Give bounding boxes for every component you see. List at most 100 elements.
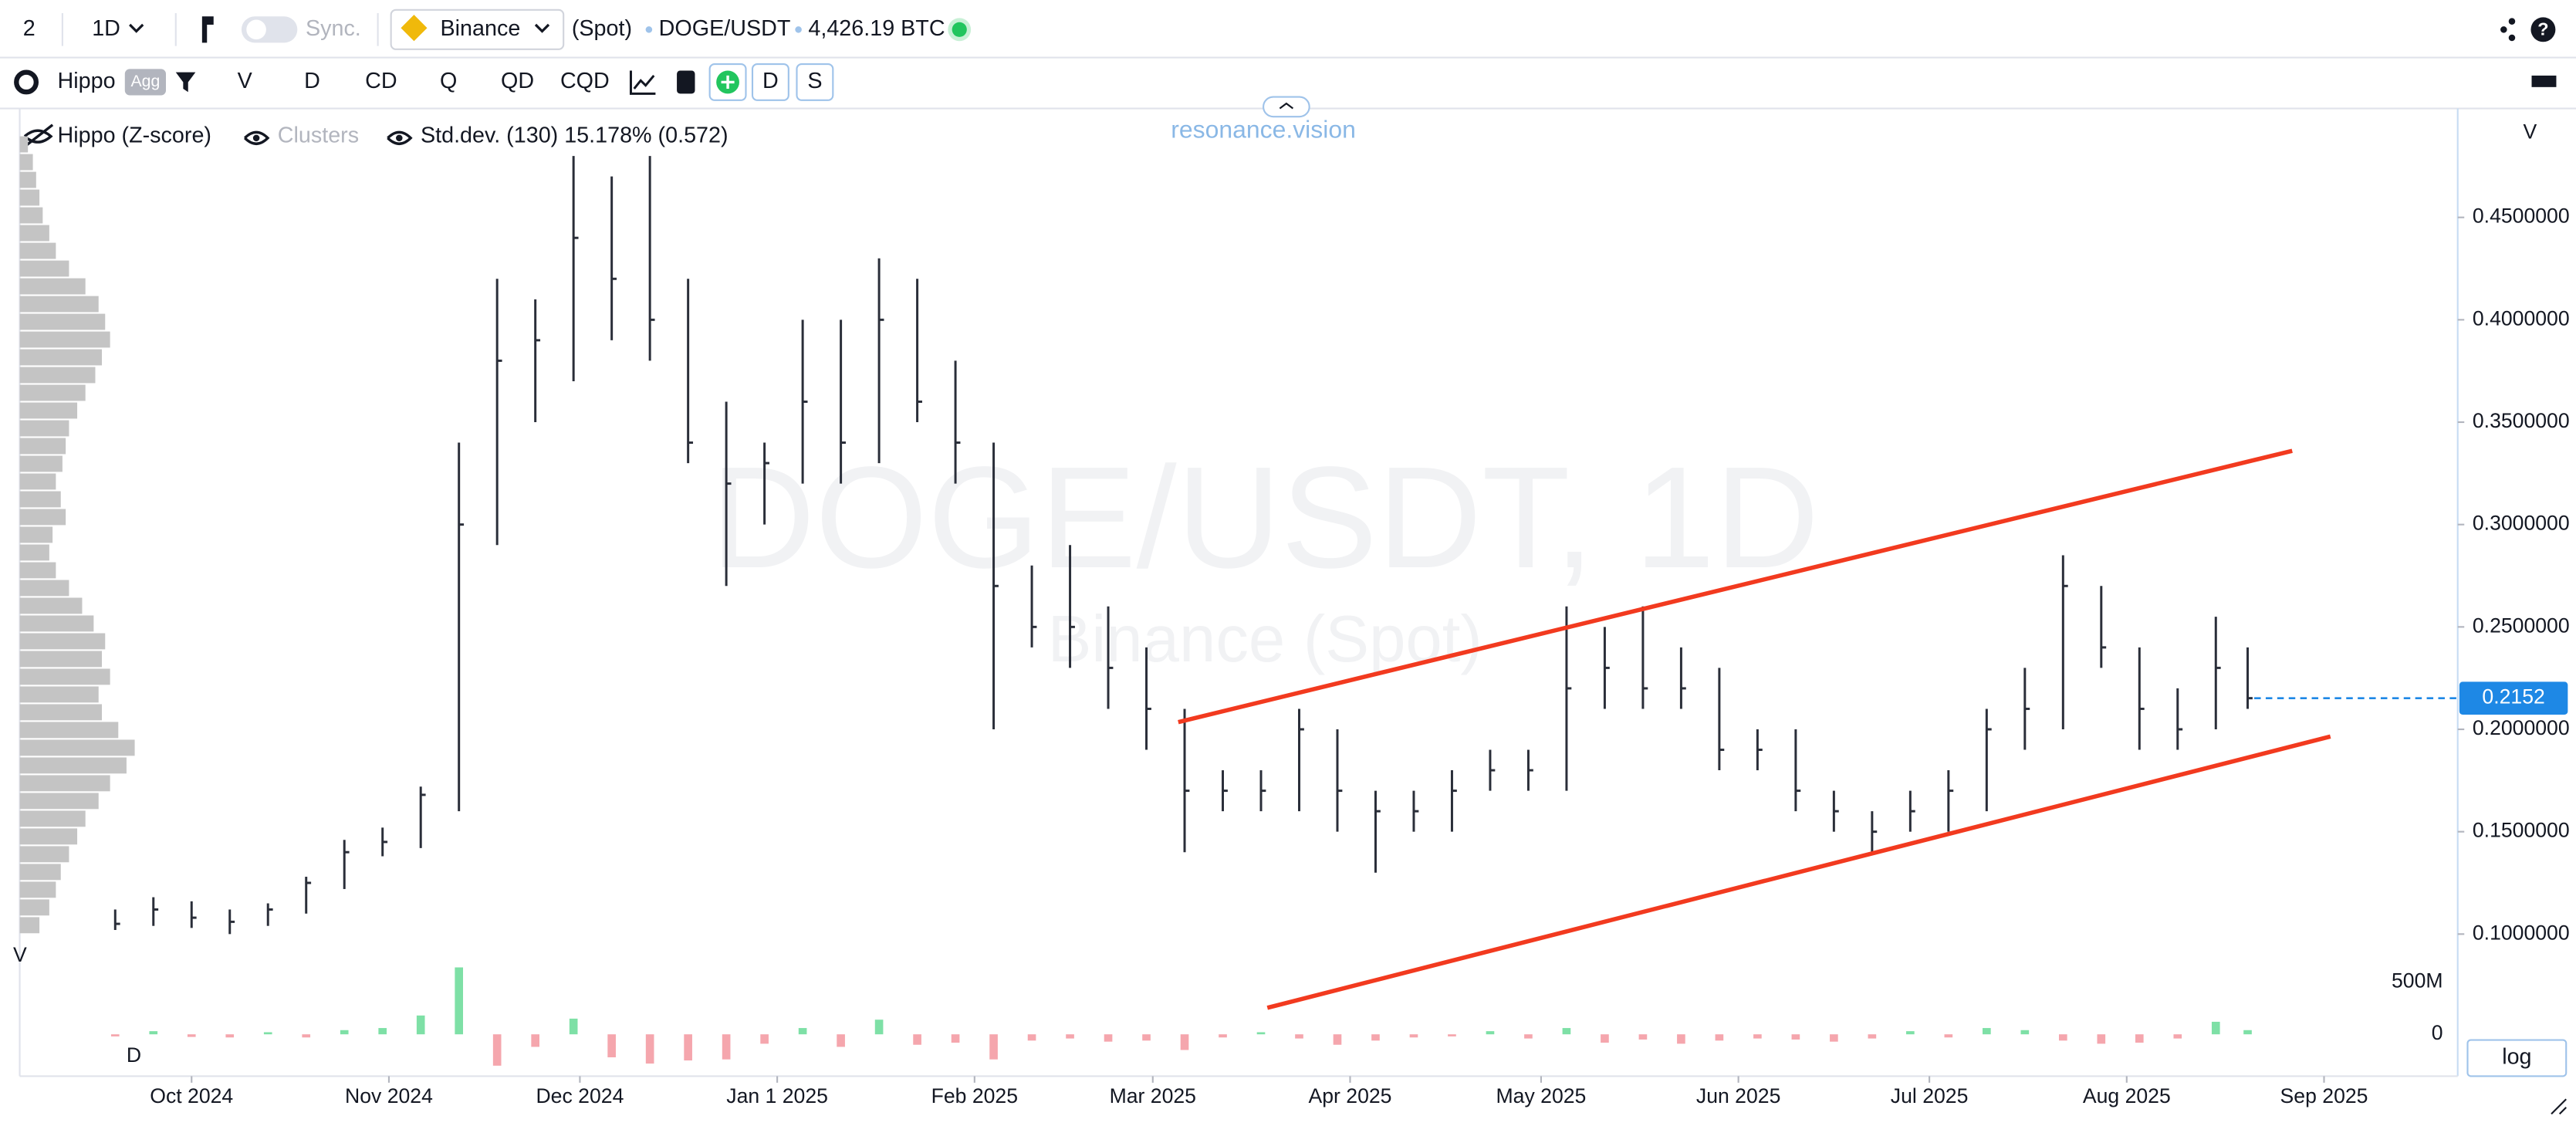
volume-bar <box>1409 1034 1418 1038</box>
profile-bar <box>19 260 69 277</box>
volume-bar <box>1791 1034 1800 1040</box>
collapse-button[interactable] <box>1263 96 1310 118</box>
resize-handle[interactable] <box>2551 1098 2567 1115</box>
y-tick-label: 0.1000000 <box>2473 921 2570 944</box>
volume-bar <box>378 1028 387 1035</box>
log-button[interactable] <box>2466 1039 2568 1077</box>
eye-icon[interactable] <box>243 130 270 145</box>
y-tick-label: 0.2000000 <box>2473 716 2570 739</box>
profile-bar <box>19 686 99 703</box>
volume-bar <box>455 967 464 1035</box>
volume-bar <box>607 1034 616 1058</box>
profile-bar <box>19 473 56 490</box>
volume-bar <box>951 1034 960 1043</box>
toolbar-button[interactable]: Q <box>440 69 457 93</box>
profile-bar <box>19 757 127 774</box>
profile-bar <box>19 775 110 792</box>
exchange-name: Binance <box>441 16 521 41</box>
dot <box>795 26 802 33</box>
profile-bar <box>19 810 86 827</box>
profile-bar <box>19 207 43 224</box>
log-label: log <box>2502 1045 2531 1070</box>
volume-bar <box>569 1018 578 1035</box>
volume-bar <box>149 1031 158 1035</box>
x-tick-label: Feb 2025 <box>931 1084 1018 1107</box>
layout-button[interactable]: 2 <box>23 16 35 41</box>
volume-bar <box>1983 1028 1991 1035</box>
status-dot <box>952 22 967 37</box>
volume-bar <box>1830 1034 1838 1042</box>
toolbar-button[interactable]: CD <box>365 69 397 93</box>
volume-bar <box>187 1034 196 1037</box>
profile-bar <box>19 242 56 259</box>
toggle-button[interactable] <box>796 63 834 101</box>
doc-icon[interactable] <box>677 70 695 94</box>
profile-bar <box>19 828 78 845</box>
volume-bar <box>989 1034 998 1060</box>
help-button[interactable] <box>2530 17 2556 42</box>
volume-bar <box>760 1034 769 1044</box>
profile-bar <box>19 367 96 384</box>
profile-bar <box>19 402 78 419</box>
y-tick-label: 0.1500000 <box>2473 819 2570 842</box>
x-tick-label: Nov 2024 <box>345 1084 433 1107</box>
volume-bar <box>492 1034 502 1066</box>
profile-bar <box>19 668 110 685</box>
volume-bar <box>1906 1031 1915 1035</box>
ruler-icon[interactable] <box>2531 75 2557 87</box>
chart-icon[interactable] <box>629 70 656 95</box>
volume-bar <box>1944 1034 1953 1038</box>
share-icon[interactable] <box>2500 26 2507 33</box>
profile-bar <box>19 491 61 508</box>
toolbar-button[interactable]: CQD <box>560 69 610 93</box>
volume-bar <box>2058 1034 2067 1041</box>
settings-icon[interactable] <box>14 69 39 95</box>
agg-badge[interactable] <box>124 69 167 96</box>
volume-bar <box>1868 1034 1877 1039</box>
dot <box>645 26 653 33</box>
profile-bar <box>19 722 119 739</box>
symbol: DOGE/USDT <box>659 16 791 41</box>
volume-pane-label: D <box>127 1043 141 1067</box>
chevron <box>129 23 144 33</box>
volume-bar <box>2135 1034 2144 1043</box>
icon[interactable] <box>201 16 214 43</box>
chevron <box>1279 102 1294 110</box>
toggle-label: S <box>807 69 822 93</box>
legend-item: Clusters <box>278 123 359 147</box>
profile-bar <box>19 846 69 863</box>
x-tick-label: Jan 1 2025 <box>726 1084 828 1107</box>
trend-line <box>1178 448 2293 725</box>
last-price-box <box>2459 681 2568 715</box>
exchange-select[interactable] <box>390 8 565 50</box>
indicator-name: Hippo <box>58 69 116 93</box>
market: (Spot) <box>572 16 632 41</box>
toolbar-button[interactable]: V <box>238 69 253 93</box>
profile-bar <box>19 278 86 295</box>
share-icon <box>2508 18 2516 25</box>
toggle-knob <box>246 19 266 40</box>
profile-bar <box>19 509 66 526</box>
y-axis-label: V <box>2524 120 2537 143</box>
volume-bar <box>1333 1034 1342 1045</box>
interval-button[interactable]: 1D <box>92 16 120 41</box>
profile-bar <box>19 899 49 916</box>
toolbar-button[interactable]: D <box>304 69 320 93</box>
profile-bar <box>19 881 56 898</box>
volume-bar <box>1027 1034 1036 1041</box>
toggle-button[interactable] <box>751 63 789 101</box>
x-tick-label: Mar 2025 <box>1110 1084 1196 1107</box>
profile-bar <box>19 597 83 614</box>
toolbar-button[interactable]: QD <box>501 69 534 93</box>
profile-bar <box>19 562 56 579</box>
x-tick-label: Sep 2025 <box>2280 1084 2368 1107</box>
brand: resonance.vision <box>1171 116 1356 144</box>
filter-icon[interactable] <box>175 72 196 93</box>
eye-icon[interactable] <box>387 130 413 145</box>
volume-bar <box>1524 1034 1533 1039</box>
watermark-title: DOGE/USDT, 1D <box>711 436 1819 598</box>
volume-bar <box>684 1034 692 1061</box>
volume-bar <box>1601 1034 1609 1043</box>
profile-bar <box>19 313 106 330</box>
